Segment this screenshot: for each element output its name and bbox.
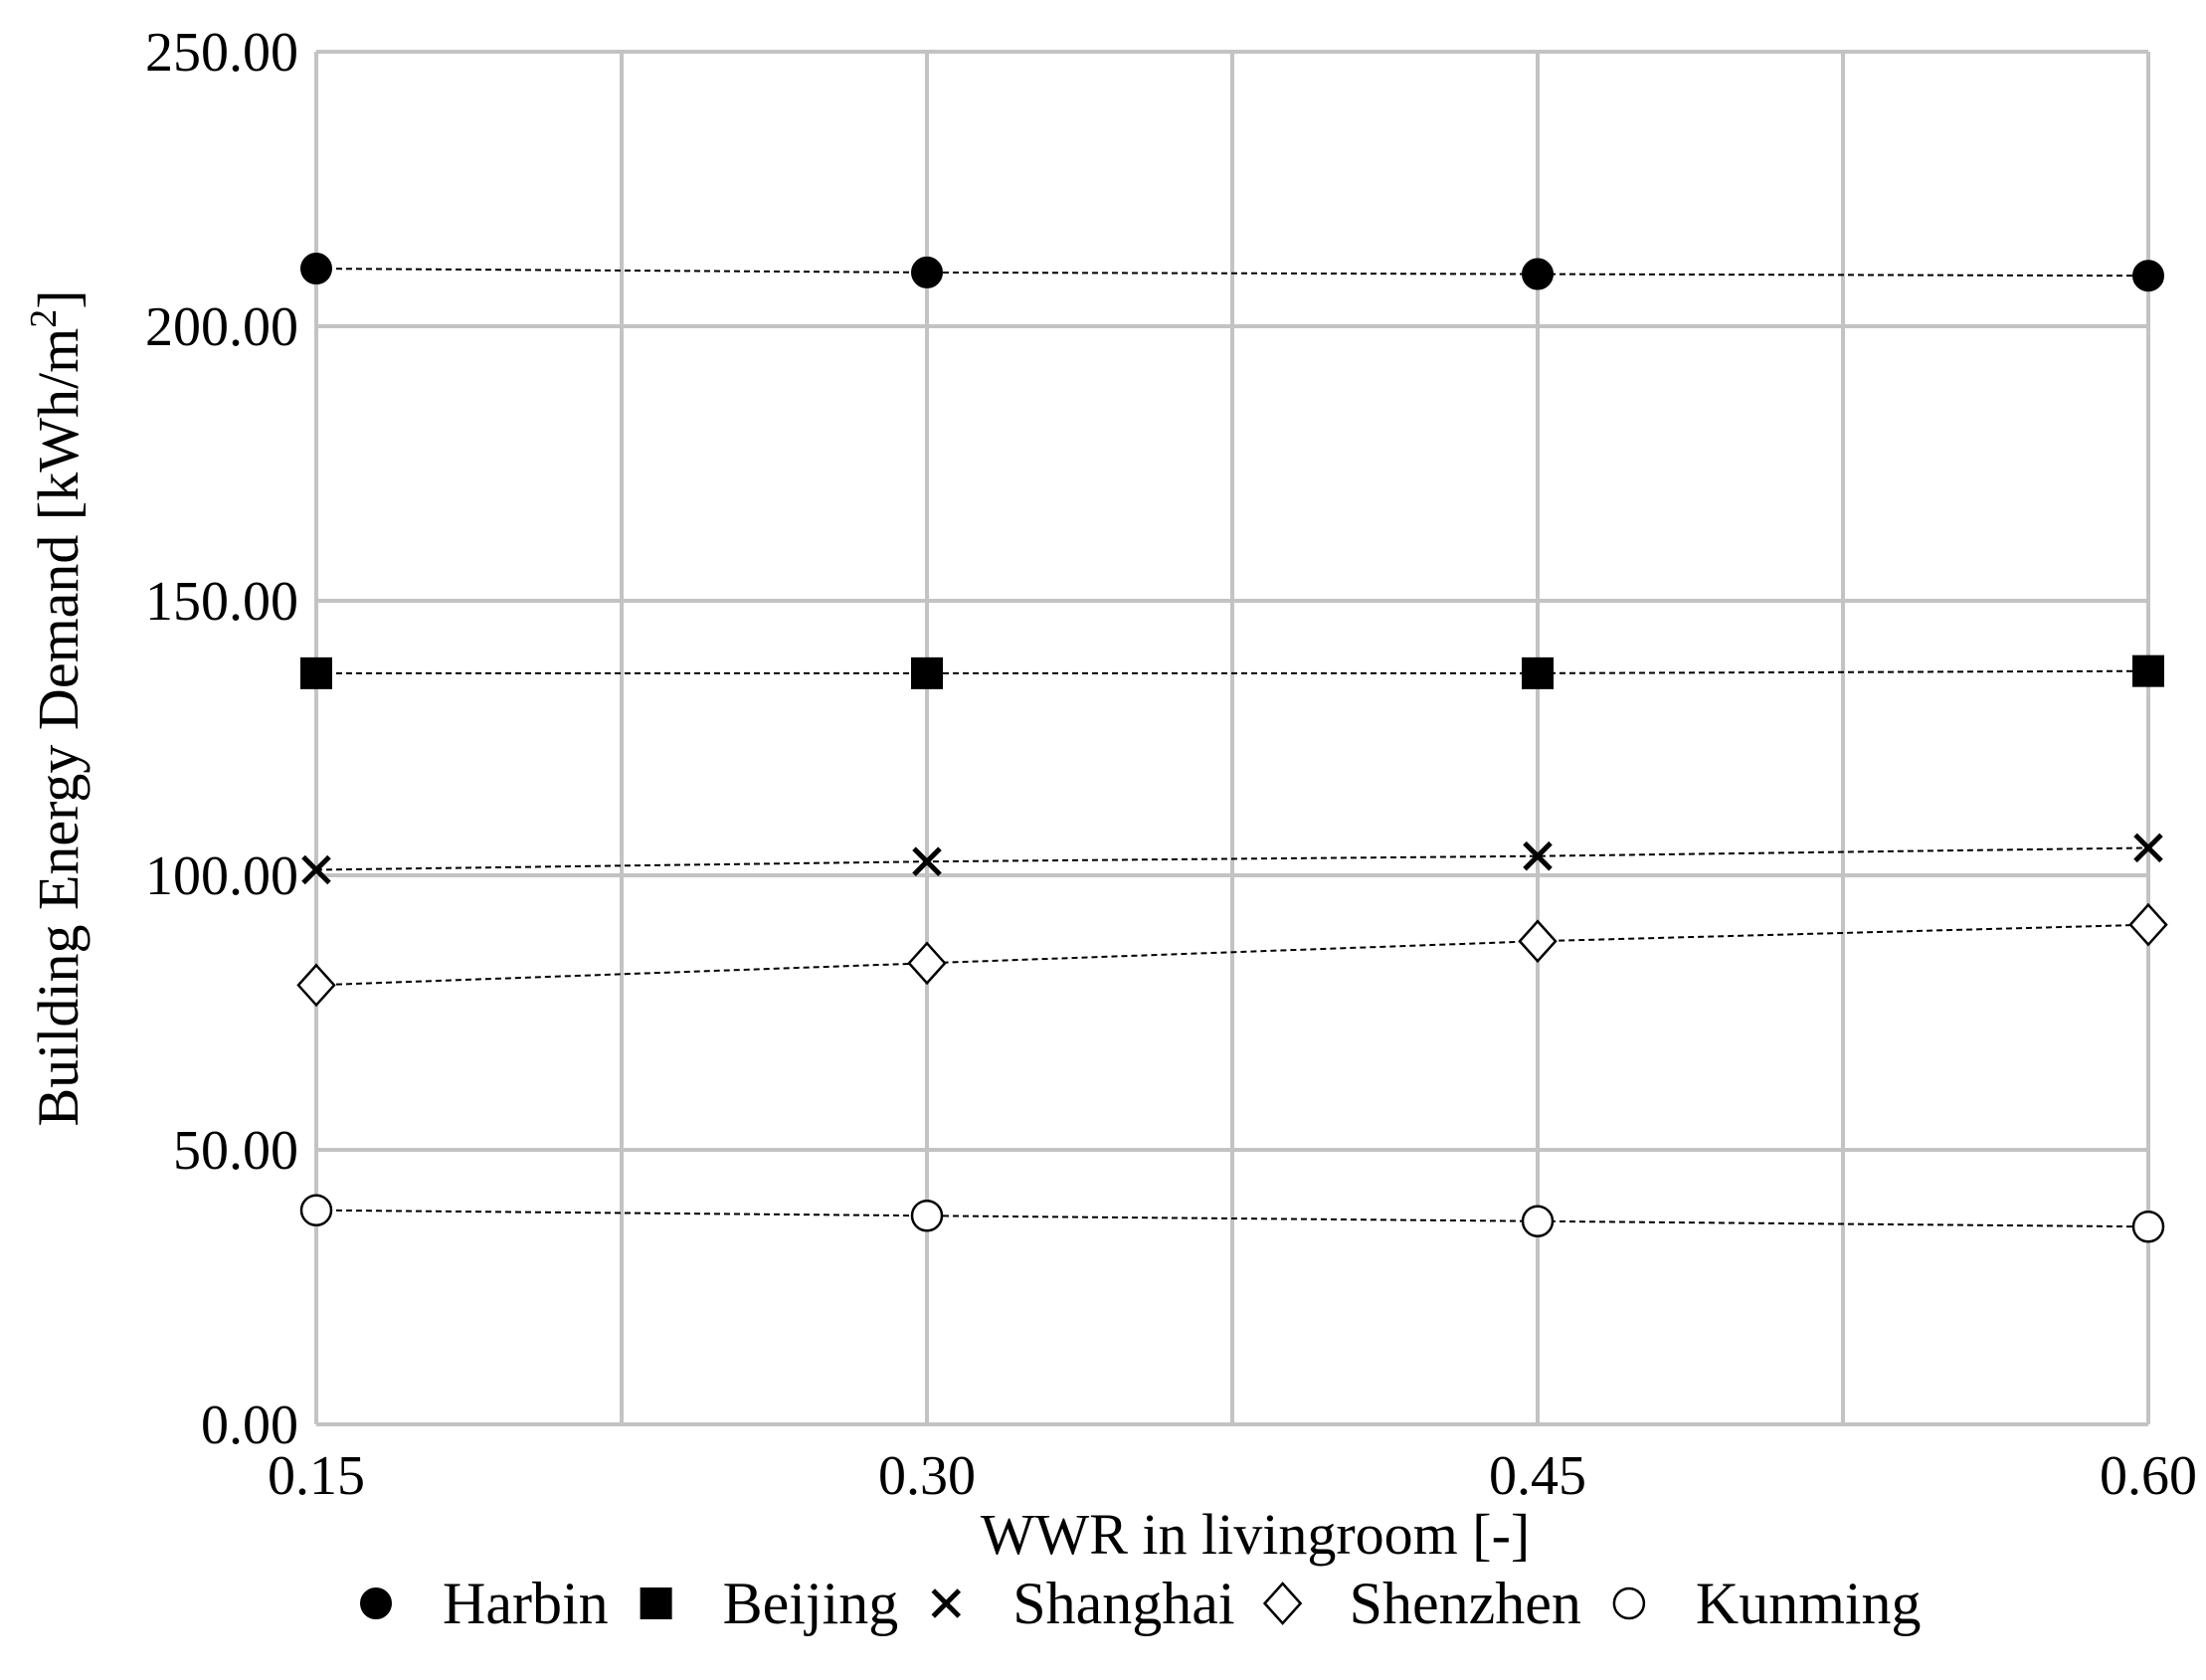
x-tick-label: 0.45: [1489, 1445, 1586, 1507]
y-tick-label: 50.00: [173, 1120, 298, 1182]
data-point-shanghai: [2133, 833, 2163, 863]
marker-shape: [2131, 1211, 2165, 1243]
data-point-shenzhen: [907, 941, 947, 986]
legend: Harbin Beijing Shanghai Shenzhen Kunming: [360, 1571, 1922, 1636]
series-line-shanghai: [315, 846, 2149, 871]
data-point-shanghai: [301, 854, 331, 885]
x-axis-title: WWR in livingroom [-]: [981, 1502, 1531, 1567]
legend-marker-kunming: [1612, 1587, 1646, 1620]
legend-item-beijing: Beijing: [640, 1571, 899, 1636]
series-line-harbin: [315, 268, 2149, 278]
x-tick-labels: 0.15 0.30 0.45 0.60: [268, 1445, 2197, 1507]
legend-item-harbin: Harbin: [360, 1571, 609, 1636]
marker-shape: [301, 854, 331, 885]
data-point-beijing: [911, 656, 943, 689]
data-point-shenzhen: [1518, 919, 1558, 964]
marker-shape: [907, 941, 947, 986]
legend-label-beijing: Beijing: [723, 1571, 899, 1636]
legend-label-harbin: Harbin: [443, 1571, 609, 1636]
legend-marker-beijing: [640, 1587, 672, 1619]
y-axis-title-superscript: 2: [23, 309, 65, 328]
series-line-kunming: [315, 1209, 2149, 1228]
legend-label-kunming: Kunming: [1696, 1571, 1922, 1636]
marker-shape: [640, 1587, 672, 1619]
data-point-beijing: [1522, 656, 1554, 689]
data-point-shanghai: [912, 846, 942, 876]
x-tick-label: 0.60: [2100, 1445, 2197, 1507]
marker-shape: [1521, 1205, 1555, 1238]
legend-item-shenzhen: Shenzhen: [1262, 1571, 1581, 1636]
data-point-kunming: [2131, 1211, 2165, 1243]
marker-shape: [911, 256, 943, 288]
marker-shape: [2132, 260, 2164, 292]
data-point-beijing: [300, 656, 332, 689]
x-tick-label: 0.30: [878, 1445, 976, 1507]
marker-shape: [2133, 833, 2163, 863]
legend-marker-shenzhen: [1262, 1582, 1303, 1625]
data-point-shenzhen: [296, 963, 336, 1008]
marker-shape: [912, 846, 942, 876]
y-tick-label: 150.00: [145, 571, 298, 633]
marker-shape: [300, 253, 332, 285]
data-point-harbin: [911, 256, 943, 288]
marker-shape: [1523, 840, 1553, 871]
series-markers: [296, 253, 2168, 1243]
data-point-kunming: [910, 1199, 944, 1232]
legend-item-kunming: Kunming: [1612, 1571, 1922, 1636]
data-point-harbin: [300, 253, 332, 285]
y-tick-label: 100.00: [145, 845, 298, 907]
data-point-kunming: [299, 1194, 333, 1226]
y-axis-title-close: ]: [26, 289, 91, 308]
marker-shape: [911, 656, 943, 689]
series-line-shenzhen: [315, 923, 2149, 987]
y-tick-label: 0.00: [201, 1395, 298, 1456]
legend-item-shanghai: Shanghai: [931, 1571, 1235, 1636]
marker-shape: [2132, 654, 2164, 687]
marker-shape: [1522, 656, 1554, 689]
marker-shape: [300, 656, 332, 689]
x-tick-label: 0.15: [268, 1445, 365, 1507]
series-line-beijing: [316, 669, 2149, 674]
data-point-shanghai: [1523, 840, 1553, 871]
marker-shape: [296, 963, 336, 1008]
legend-marker-harbin: [360, 1587, 392, 1619]
y-axis-title-text: Building Energy Demand [kWh/m: [26, 328, 91, 1127]
data-point-beijing: [2132, 654, 2164, 687]
marker-shape: [931, 1588, 962, 1618]
marker-shape: [910, 1199, 944, 1232]
legend-label-shanghai: Shanghai: [1012, 1571, 1234, 1636]
y-axis-title: Building Energy Demand [kWh/m2]: [23, 289, 91, 1126]
legend-marker-shanghai: [931, 1588, 962, 1618]
y-tick-label: 250.00: [145, 22, 298, 84]
legend-label-shenzhen: Shenzhen: [1350, 1571, 1581, 1636]
data-point-harbin: [1522, 258, 1554, 290]
marker-shape: [2128, 902, 2168, 947]
data-point-kunming: [1521, 1205, 1555, 1238]
marker-shape: [1612, 1587, 1646, 1620]
marker-shape: [1262, 1582, 1303, 1625]
data-point-shenzhen: [2128, 902, 2168, 947]
marker-shape: [299, 1194, 333, 1226]
marker-shape: [360, 1587, 392, 1619]
y-tick-labels: 0.00 50.00 100.00 150.00 200.00 250.00: [145, 22, 298, 1456]
marker-shape: [1522, 258, 1554, 290]
series-lines: [315, 268, 2149, 1228]
data-point-harbin: [2132, 260, 2164, 292]
y-tick-label: 200.00: [145, 296, 298, 358]
marker-shape: [1518, 919, 1558, 964]
